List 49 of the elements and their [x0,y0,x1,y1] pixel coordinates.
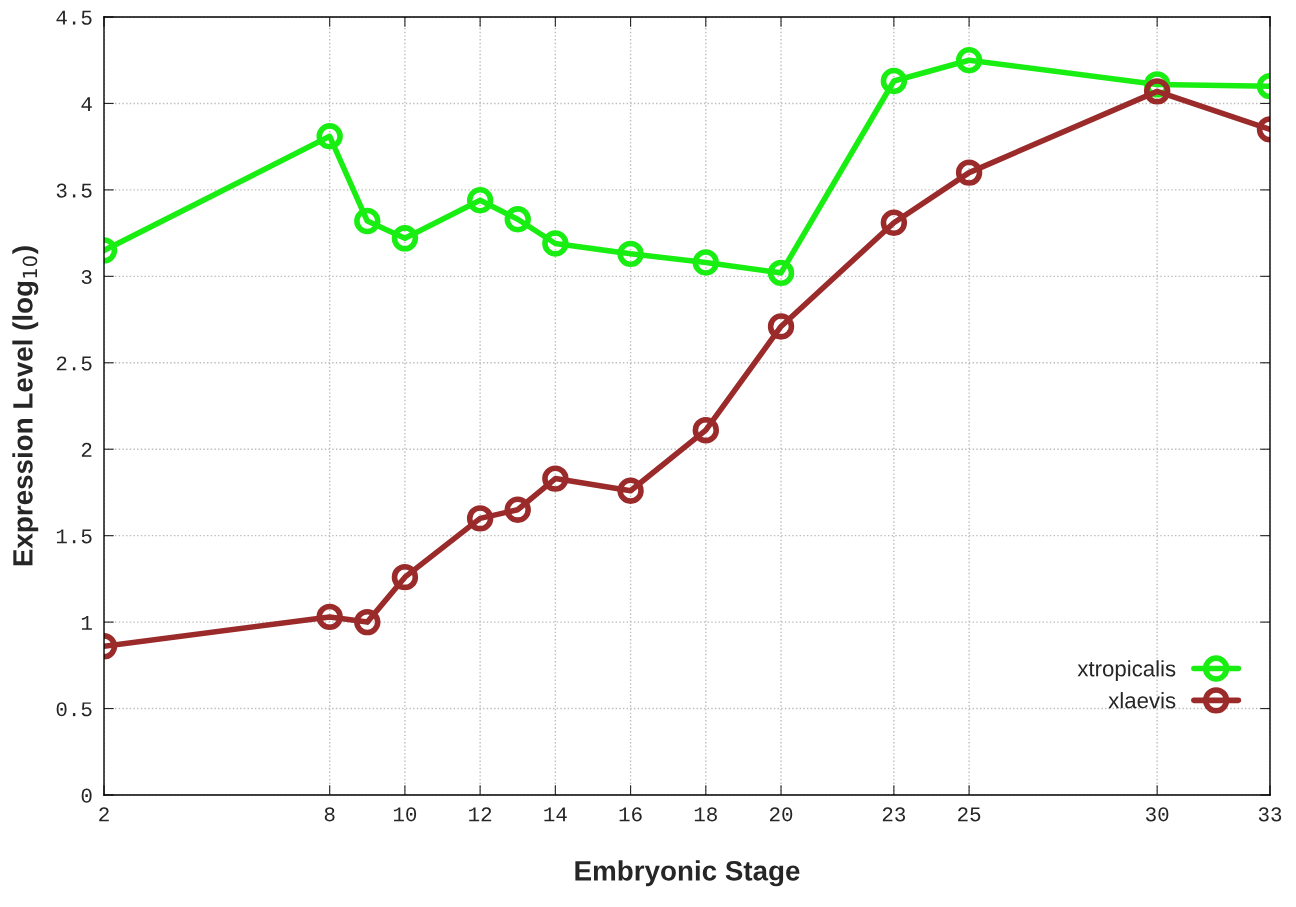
x-tick-label: 14 [544,807,567,822]
y-tick-label: 4.5 [56,10,92,25]
x-tick-label: 12 [469,807,492,822]
point [692,249,719,276]
x-tick-label: 30 [1145,807,1169,822]
y-tick-label: 1 [81,615,92,630]
point [316,603,343,631]
y-tick-label: 0.5 [56,702,92,717]
point [391,563,419,591]
point [354,207,381,235]
point [542,230,569,257]
x-tick-label: 2 [99,807,109,822]
point [316,123,343,150]
point [504,496,531,523]
point [354,608,381,636]
legend-label: xlaevis [1108,692,1176,709]
x-axis-title: Embryonic Stage [575,860,800,887]
y-tick-label: 0 [81,788,92,803]
point [767,313,795,340]
x-tick-label: 10 [393,807,417,822]
x-tick-label: 8 [324,807,335,822]
x-tick-label: 20 [769,807,793,822]
x-tick-label: 33 [1258,807,1282,822]
x-tick-label: 18 [694,807,717,822]
y-tick-label: 1.5 [56,529,92,544]
point [1143,78,1171,105]
y-tick-label: 2 [81,442,92,457]
point [955,47,983,74]
point [692,417,719,444]
point [542,465,569,492]
y-tick-label: 3 [81,269,92,285]
point [880,209,908,236]
x-tick-label: 25 [958,807,981,822]
y-tick-label: 2.5 [56,356,92,371]
point [767,259,795,287]
point [466,505,494,532]
y-tick-label: 4 [81,97,92,111]
y-tick-label: 3.5 [56,183,92,198]
y-axis-title: Expression Level (log$_{10}$) [12,246,39,566]
point [955,159,983,186]
point [504,206,531,233]
x-tick-label: 23 [882,807,906,822]
point [617,240,644,268]
x-tick-label: 16 [619,807,642,822]
point [880,67,908,95]
point [617,477,644,504]
point [466,187,494,214]
legend-label: xtropicalis [1077,660,1176,681]
point [391,225,419,252]
